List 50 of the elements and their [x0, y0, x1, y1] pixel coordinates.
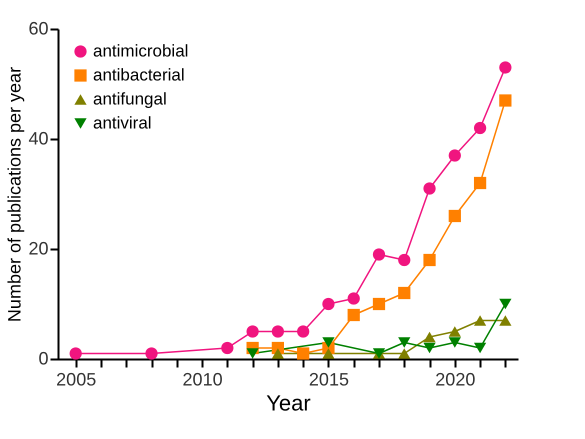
point [398, 254, 410, 266]
point [499, 298, 512, 310]
point [398, 348, 410, 359]
point [372, 298, 386, 310]
point [348, 292, 360, 305]
point [297, 347, 310, 360]
point [448, 337, 461, 348]
point [372, 248, 386, 261]
legend-label: antimicrobial [93, 42, 188, 60]
point [448, 326, 461, 337]
point [145, 347, 158, 360]
x-axis-title: Year [266, 390, 311, 416]
point [398, 286, 410, 300]
x-tick-label: 2005 [56, 370, 96, 390]
point [246, 348, 259, 359]
x-tick-label: 2015 [308, 370, 349, 390]
legend-label: antiviral [93, 114, 152, 132]
point [499, 61, 512, 74]
point [423, 182, 436, 195]
point [322, 348, 335, 359]
point [246, 325, 259, 338]
y-tick-label: 40 [28, 128, 48, 148]
y-tick-label: 20 [28, 238, 48, 258]
y-tick-label: 0 [38, 348, 48, 368]
point [448, 149, 461, 162]
legend-label: antifungal [93, 90, 167, 108]
point [474, 315, 486, 326]
point [348, 308, 360, 322]
x-tick-label: 2020 [435, 370, 476, 390]
point [499, 315, 512, 326]
point [322, 298, 335, 310]
point [448, 210, 461, 222]
y-tick-label: 60 [28, 18, 48, 38]
legend-label: antibacterial [93, 66, 185, 84]
point [423, 332, 436, 342]
y-axis-title: Number of publications per year [4, 66, 24, 322]
point [297, 325, 310, 338]
point [272, 325, 284, 338]
point [423, 342, 436, 354]
point [474, 122, 486, 134]
point [70, 347, 82, 360]
point [474, 342, 486, 354]
point [499, 94, 512, 107]
point [474, 176, 486, 190]
point [322, 337, 335, 348]
x-tick-label: 2010 [182, 370, 223, 390]
point [398, 337, 410, 348]
point [221, 342, 234, 354]
point [272, 348, 284, 359]
point [423, 254, 436, 266]
